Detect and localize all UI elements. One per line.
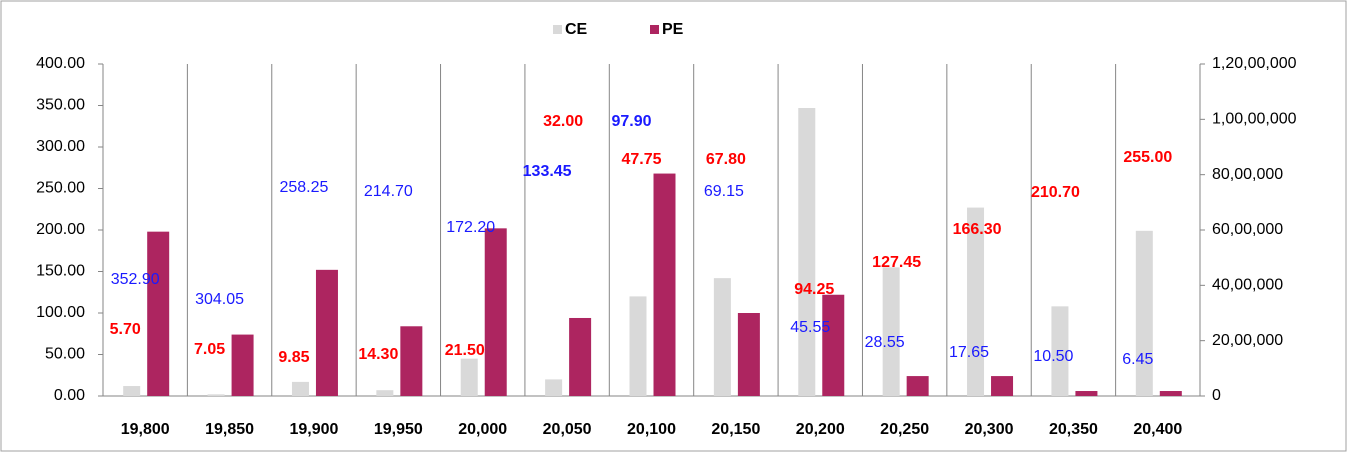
y-tick-label: 200.00: [36, 221, 85, 238]
premium-label: 17.65: [949, 344, 989, 361]
bar: [231, 334, 254, 396]
premium-label: 6.45: [1122, 351, 1153, 368]
bar: [1135, 230, 1153, 396]
x-tick-label: 20,150: [711, 421, 760, 438]
premium-label: 258.25: [279, 179, 328, 196]
bar: [207, 394, 225, 396]
legend-swatch: [650, 25, 659, 34]
x-tick-label: 20,400: [1133, 421, 1182, 438]
premium-label: 28.55: [865, 334, 905, 351]
bar: [376, 390, 394, 396]
premium-label: 94.25: [794, 281, 834, 298]
bar: [123, 386, 141, 396]
premium-label: 14.30: [358, 346, 398, 363]
x-tick-label: 19,950: [374, 421, 423, 438]
premium-label: 21.50: [445, 342, 485, 359]
bar: [991, 376, 1014, 396]
y2-tick-label: 1,20,00,000: [1212, 55, 1297, 72]
x-tick-label: 20,100: [627, 421, 676, 438]
premium-label: 166.30: [953, 221, 1002, 238]
premium-label: 67.80: [706, 151, 746, 168]
y2-tick-label: 60,00,000: [1212, 221, 1283, 238]
premium-label: 210.70: [1031, 184, 1080, 201]
bar: [147, 231, 170, 396]
bar: [713, 278, 731, 396]
x-tick-label: 19,800: [121, 421, 170, 438]
bar: [484, 228, 507, 396]
y-tick-label: 250.00: [36, 180, 85, 197]
bar: [737, 313, 760, 396]
bar: [1075, 391, 1098, 396]
bar: [291, 381, 309, 396]
x-tick-label: 19,900: [289, 421, 338, 438]
bar: [315, 269, 338, 396]
premium-label: 133.45: [523, 163, 572, 180]
bar: [798, 107, 816, 397]
bar: [967, 207, 985, 396]
bar: [906, 376, 929, 396]
bar: [653, 173, 676, 396]
y-tick-label: 50.00: [45, 346, 85, 363]
bar: [822, 294, 845, 396]
x-tick-label: 20,350: [1049, 421, 1098, 438]
bar: [460, 358, 478, 396]
bar: [1159, 391, 1182, 396]
premium-label: 352.90: [111, 271, 160, 288]
bar: [400, 326, 423, 396]
x-tick-label: 20,300: [965, 421, 1014, 438]
premium-label: 255.00: [1123, 149, 1172, 166]
legend-swatch: [553, 25, 562, 34]
legend-label: PE: [662, 21, 684, 38]
premium-label: 10.50: [1033, 348, 1073, 365]
premium-label: 32.00: [543, 113, 583, 130]
premium-label: 172.20: [446, 219, 495, 236]
y-tick-label: 150.00: [36, 263, 85, 280]
bar: [569, 317, 592, 396]
premium-label: 45.55: [790, 319, 830, 336]
premium-label: 127.45: [872, 254, 921, 271]
premium-label: 214.70: [364, 183, 413, 200]
y2-tick-label: 1,00,00,000: [1212, 111, 1297, 128]
y-tick-label: 300.00: [36, 138, 85, 155]
premium-label: 9.85: [278, 349, 309, 366]
premium-label: 7.05: [194, 341, 225, 358]
x-tick-label: 20,050: [543, 421, 592, 438]
y2-tick-label: 0: [1212, 387, 1221, 404]
bar: [545, 379, 563, 396]
premium-label: 69.15: [704, 183, 744, 200]
premium-label: 5.70: [110, 321, 141, 338]
x-tick-label: 20,250: [880, 421, 929, 438]
y-tick-label: 350.00: [36, 97, 85, 114]
x-tick-label: 20,000: [458, 421, 507, 438]
premium-label: 97.90: [611, 113, 651, 130]
x-tick-label: 19,850: [205, 421, 254, 438]
y-tick-label: 0.00: [54, 387, 85, 404]
y2-tick-label: 40,00,000: [1212, 277, 1283, 294]
y2-tick-label: 80,00,000: [1212, 166, 1283, 183]
premium-label: 47.75: [621, 151, 661, 168]
y2-tick-label: 20,00,000: [1212, 332, 1283, 349]
legend-label: CE: [565, 21, 588, 38]
bar: [882, 267, 900, 396]
bar: [629, 296, 647, 396]
premium-label: 304.05: [195, 291, 244, 308]
x-tick-label: 20,200: [796, 421, 845, 438]
y-tick-label: 100.00: [36, 304, 85, 321]
y-tick-label: 400.00: [36, 55, 85, 72]
bar: [1051, 306, 1069, 396]
